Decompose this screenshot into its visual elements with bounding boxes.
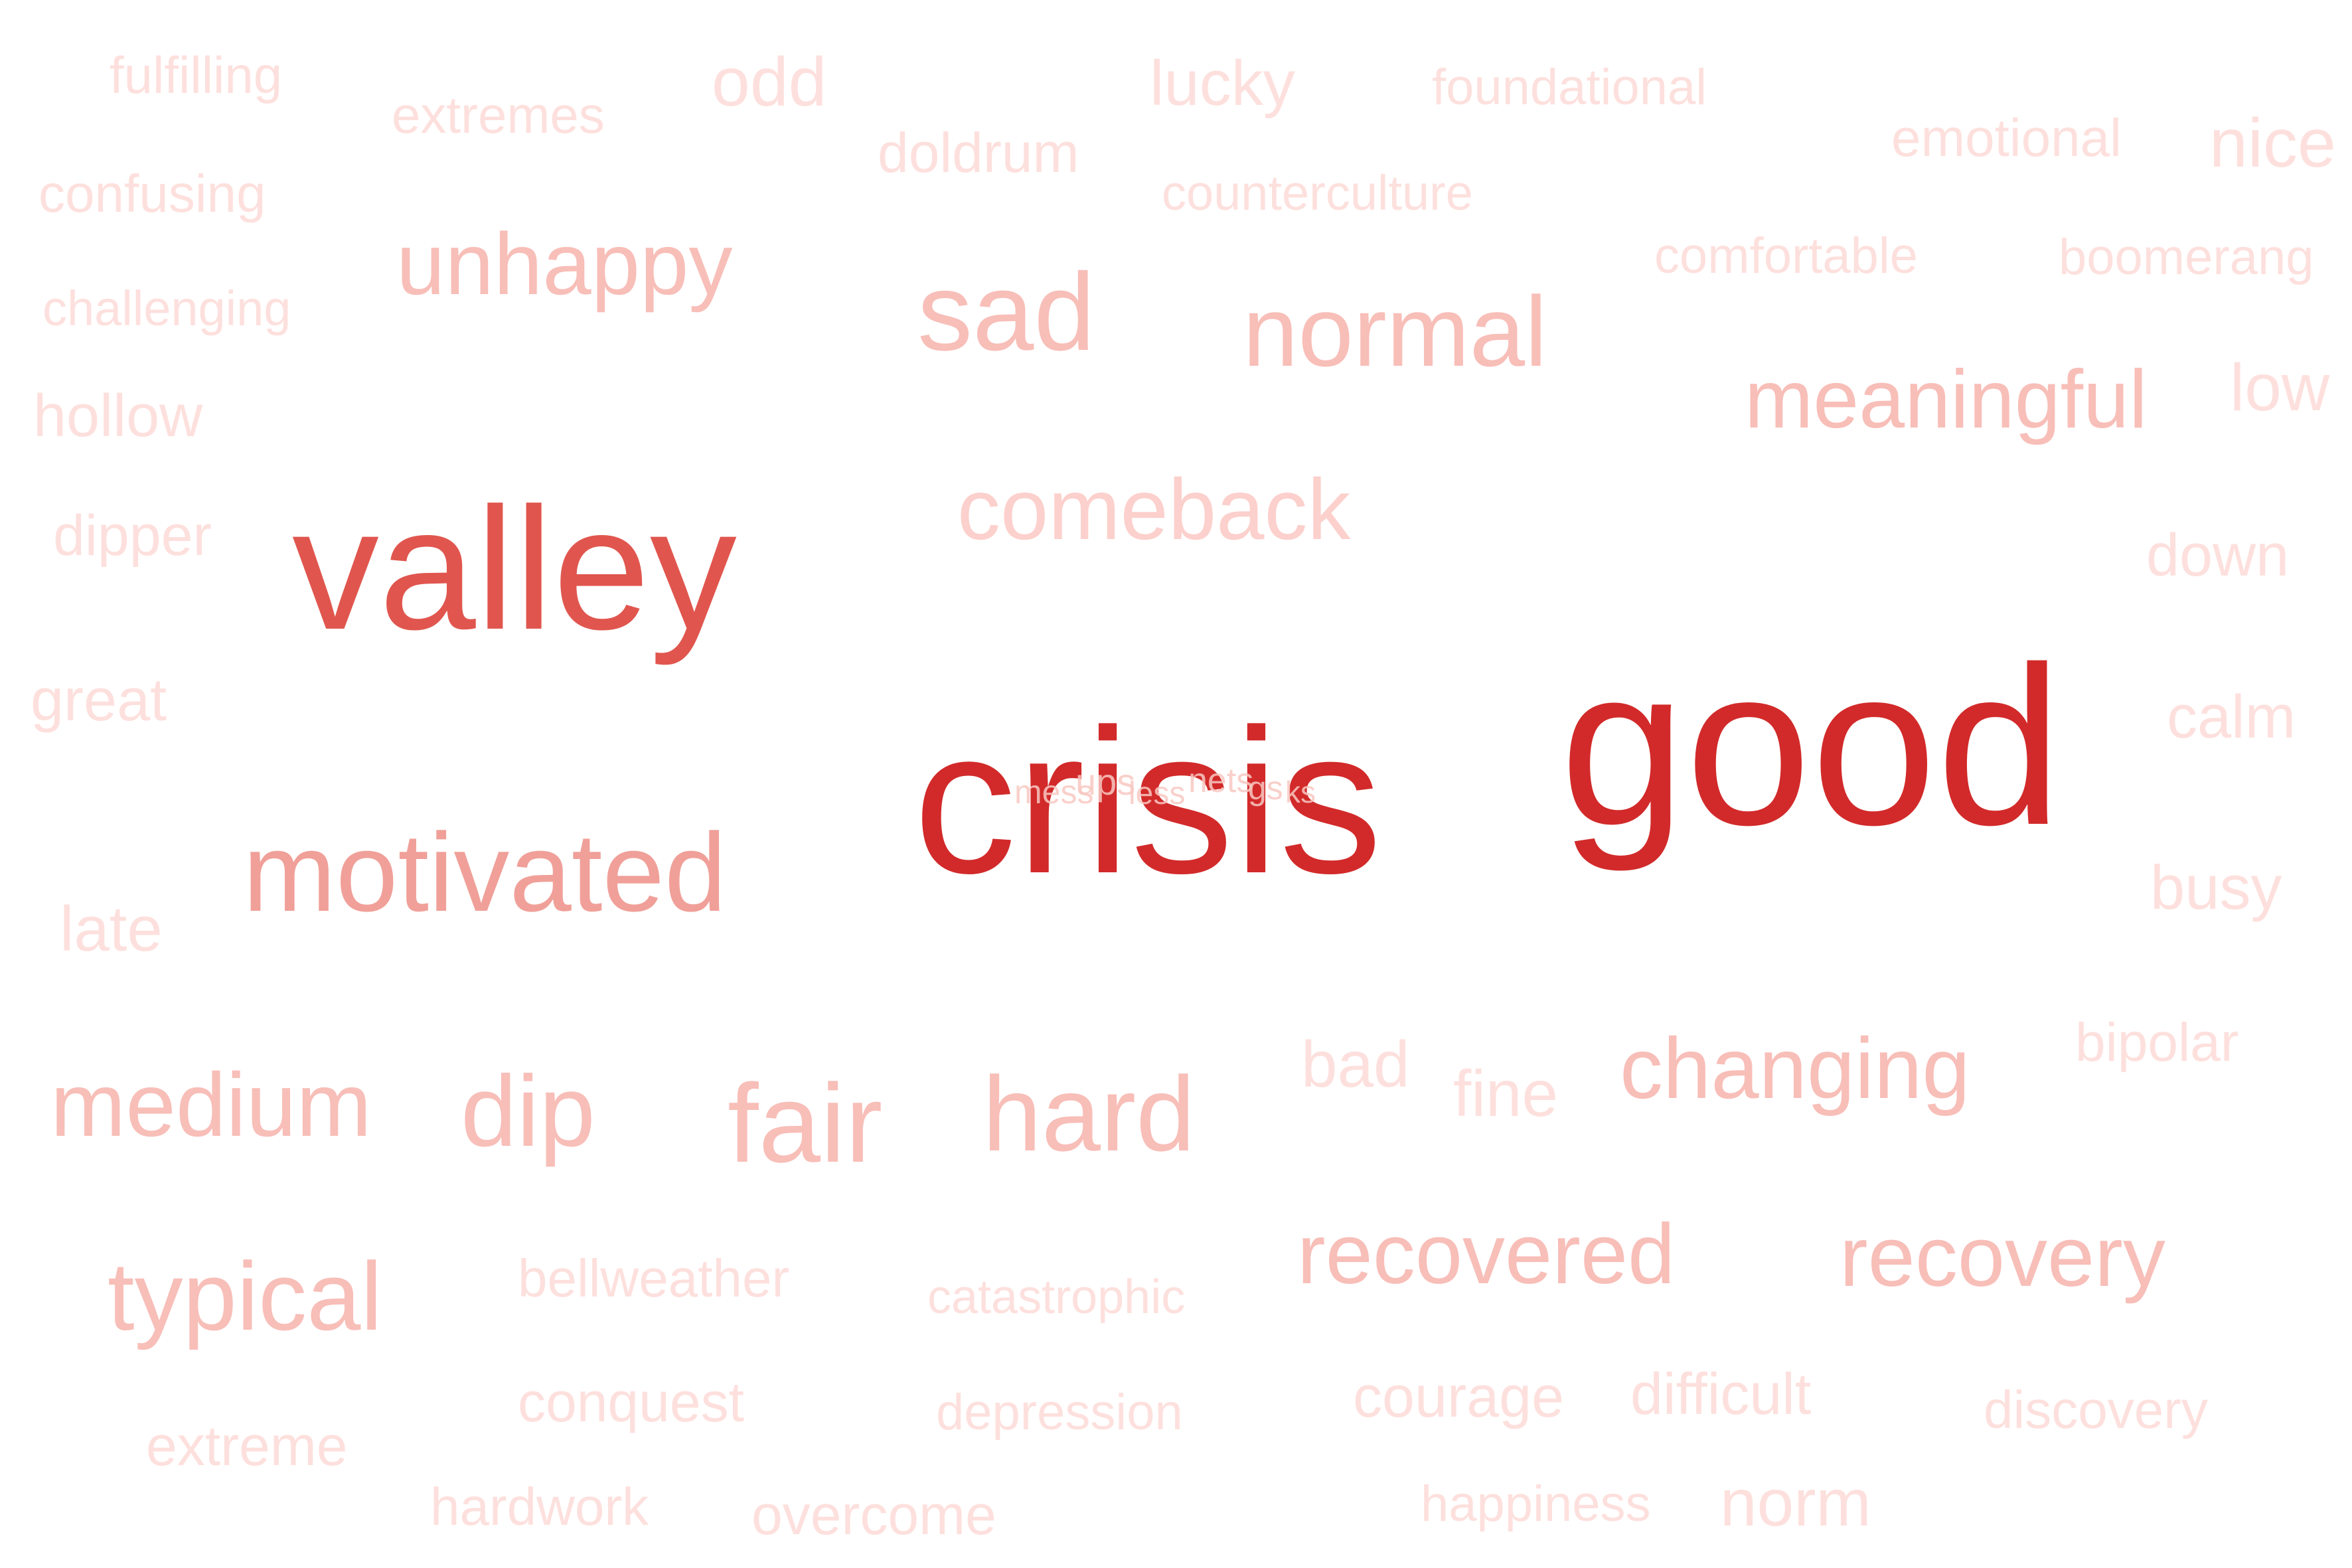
word-catastrophic: catastrophic [927, 1271, 1186, 1324]
word-late: late [60, 894, 163, 965]
word-sad: sad [917, 251, 1095, 374]
word-overcome: overcome [751, 1484, 996, 1546]
word-doldrum: doldrum [878, 121, 1079, 184]
word-odd: odd [712, 44, 827, 121]
word-tiny: ks [1285, 775, 1316, 809]
word-great: great [31, 667, 167, 734]
word-emotional: emotional [1891, 108, 2122, 167]
word-tiny: nets [1188, 761, 1254, 800]
word-nice: nice [2209, 105, 2336, 182]
word-discovery: discovery [1984, 1380, 2208, 1439]
word-tiny: mess [1014, 773, 1094, 811]
word-tiny: gs [1248, 769, 1283, 807]
word-comfortable: comfortable [1654, 228, 1919, 284]
word-meaningful: meaningful [1745, 354, 2148, 445]
word-calm: calm [2167, 683, 2296, 751]
word-hardwork: hardwork [430, 1477, 649, 1536]
word-depression: depression [936, 1384, 1183, 1441]
word-busy: busy [2150, 852, 2282, 922]
word-crisis: crisis [913, 686, 1382, 916]
word-bipolar: bipolar [2075, 1012, 2239, 1073]
word-changing: changing [1620, 1020, 1970, 1117]
word-counterculture: counterculture [1162, 165, 1473, 220]
word-difficult: difficult [1630, 1361, 1812, 1427]
word-fine: fine [1453, 1057, 1559, 1130]
word-foundational: foundational [1432, 59, 1707, 116]
word-comeback: comeback [957, 461, 1351, 558]
word-low: low [2230, 351, 2330, 425]
word-hard: hard [982, 1054, 1196, 1173]
word-fair: fair [728, 1061, 883, 1186]
word-confusing: confusing [39, 164, 266, 223]
word-boomerang: boomerang [2059, 229, 2314, 285]
word-bellweather: bellweather [518, 1249, 790, 1308]
word-good: good [1560, 620, 2063, 872]
word-courage: courage [1353, 1364, 1565, 1429]
word-hollow: hollow [33, 383, 203, 449]
word-unhappy: unhappy [396, 215, 733, 313]
word-typical: typical [108, 1242, 382, 1350]
word-fulfilling: fulfilling [110, 46, 283, 104]
word-extreme: extreme [146, 1415, 348, 1477]
word-lucky: lucky [1150, 48, 1295, 119]
word-happiness: happiness [1421, 1476, 1651, 1532]
word-normal: normal [1243, 275, 1547, 387]
word-bad: bad [1301, 1028, 1410, 1101]
word-tiny: ups [1075, 761, 1136, 803]
word-valley: valley [292, 471, 737, 666]
word-dip: dip [461, 1055, 595, 1168]
word-conquest: conquest [518, 1371, 744, 1433]
word-recovery: recovery [1840, 1210, 2165, 1304]
word-motivated: motivated [243, 810, 727, 935]
word-medium: medium [50, 1054, 372, 1155]
word-extremes: extremes [392, 86, 605, 144]
word-dipper: dipper [53, 504, 212, 568]
word-recovered: recovered [1297, 1207, 1676, 1302]
word-norm: norm [1720, 1466, 1871, 1540]
word-down: down [2146, 522, 2290, 589]
word-tiny: less [1129, 776, 1186, 811]
word-challenging: challenging [42, 281, 291, 336]
